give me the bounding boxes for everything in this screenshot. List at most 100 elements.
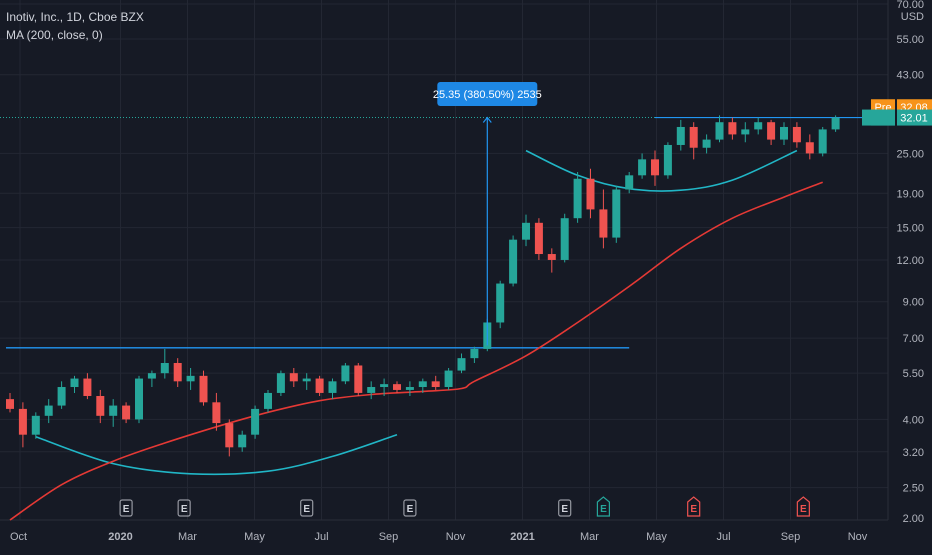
candle-body	[122, 405, 131, 420]
earnings-marker: E	[558, 499, 572, 517]
legend-title: Inotiv, Inc., 1D, Cboe BZX	[6, 10, 144, 24]
candle-body	[444, 370, 453, 388]
candle-body	[509, 239, 518, 284]
earnings-letter: E	[181, 504, 188, 515]
candle-body	[135, 378, 143, 420]
measure-label-text: 25.35 (380.50%) 2535	[433, 89, 542, 101]
candle-body	[418, 381, 427, 388]
y-tick-label: 4.00	[903, 414, 924, 426]
y-tick-label: 15.00	[896, 223, 924, 235]
tag-label-bg	[862, 109, 895, 126]
candle-body	[109, 405, 118, 416]
earnings-box	[796, 496, 810, 517]
candle-body	[251, 408, 260, 435]
chart-legend: Inotiv, Inc., 1D, Cboe BZX MA (200, clos…	[6, 8, 144, 44]
candle-body	[393, 384, 401, 390]
earnings-letter: E	[600, 504, 607, 515]
candle-body	[70, 378, 79, 388]
candle-body	[818, 129, 827, 154]
x-tick-label: 2021	[510, 531, 534, 543]
candle-body	[638, 159, 647, 176]
candle-body	[6, 399, 14, 409]
candle-body	[315, 378, 324, 393]
y-tick-label: 55.00	[896, 34, 924, 46]
earnings-box	[596, 496, 610, 517]
y-tick-label: 25.00	[896, 148, 924, 160]
y-tick-label: 43.00	[896, 70, 924, 82]
y-tick-label: USD	[901, 11, 924, 23]
candle-body	[302, 378, 311, 382]
candle-body	[715, 122, 724, 140]
measure-label-bg	[437, 82, 538, 106]
candle-body	[534, 222, 543, 255]
earnings-marker: E	[177, 499, 191, 517]
y-tick-label: 3.20	[903, 447, 924, 459]
earnings-marker: E	[300, 499, 314, 517]
y-tick-label: 12.00	[896, 255, 924, 267]
candle-body	[831, 117, 840, 130]
x-tick-label: 2020	[108, 531, 132, 543]
y-tick-label: 9.00	[903, 297, 924, 309]
candle-body	[18, 408, 27, 435]
measure-arrow	[482, 116, 492, 123]
candle-body	[457, 358, 466, 371]
candle-body	[328, 381, 337, 393]
candle-body	[496, 283, 505, 323]
candle-body	[405, 387, 414, 390]
candle-body	[599, 209, 608, 238]
candle-body	[470, 348, 479, 359]
candle-body	[612, 189, 621, 238]
candle-body	[367, 387, 376, 393]
earnings-letter: E	[407, 504, 414, 515]
candle-body	[431, 381, 440, 388]
cup-arc-right	[525, 149, 798, 192]
candle-body	[276, 373, 285, 393]
tag-value-text: 32.01	[900, 113, 928, 125]
candle-body	[663, 144, 672, 176]
earnings-marker: E	[687, 496, 701, 517]
earnings-marker: E	[403, 499, 417, 517]
x-tick-label: Nov	[848, 531, 868, 543]
candle-body	[147, 373, 156, 379]
candle-body	[676, 126, 685, 145]
x-tick-label: Jul	[314, 531, 328, 543]
candle-body	[547, 254, 556, 260]
earnings-letter: E	[800, 504, 807, 515]
candle-body	[31, 415, 40, 435]
y-tick-label: 2.00	[903, 513, 924, 525]
last-price-tag: NOTV32.01	[862, 109, 932, 126]
candle-body	[96, 395, 105, 416]
tag-value-bg	[897, 109, 932, 126]
earnings-marker: E	[596, 496, 610, 517]
candle-body	[83, 378, 92, 396]
x-tick-label: Oct	[10, 531, 27, 543]
candle-body	[728, 122, 737, 135]
x-tick-label: May	[244, 531, 265, 543]
x-tick-label: Sep	[379, 531, 399, 543]
candle-body	[173, 362, 182, 382]
candle-body	[741, 129, 750, 135]
earnings-marker: E	[119, 499, 133, 517]
candle-body	[186, 375, 195, 382]
y-tick-label: 5.50	[903, 368, 924, 380]
x-tick-label: Sep	[781, 531, 801, 543]
candle-body	[702, 139, 711, 148]
candle-body	[199, 375, 208, 403]
earnings-box	[300, 499, 314, 517]
candle-body	[341, 365, 350, 382]
earnings-letter: E	[123, 504, 130, 515]
candle-body	[264, 392, 272, 409]
earnings-letter: E	[561, 504, 568, 515]
x-tick-label: Jul	[716, 531, 730, 543]
y-tick-label: 2.50	[903, 483, 924, 495]
candle-body	[805, 142, 814, 154]
ma200-line	[9, 181, 823, 521]
candle-body	[754, 122, 763, 130]
candle-body	[380, 384, 389, 388]
x-tick-label: Mar	[580, 531, 599, 543]
earnings-marker: E	[796, 496, 810, 517]
